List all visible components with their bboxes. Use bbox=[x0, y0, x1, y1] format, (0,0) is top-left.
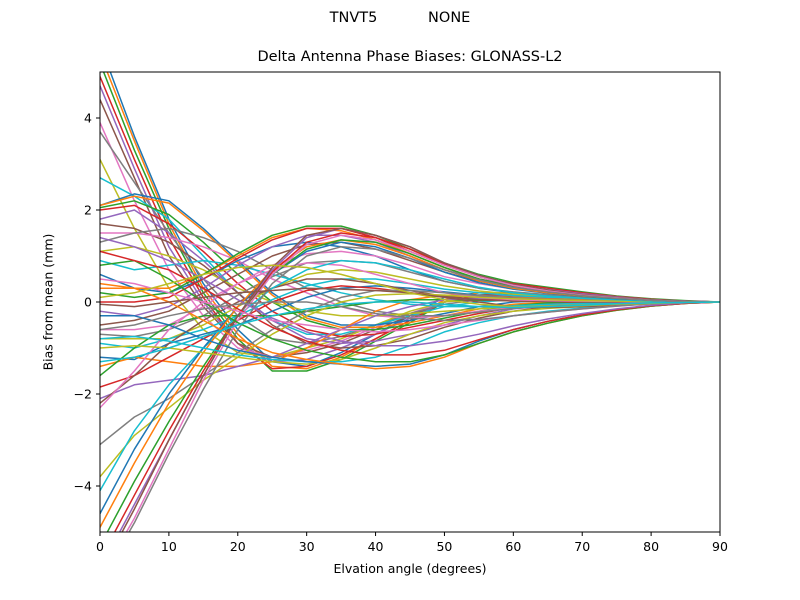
series-line bbox=[100, 301, 720, 331]
y-axis-ticks: −4 −2 0 2 4 bbox=[74, 111, 100, 494]
x-tick-label: 0 bbox=[96, 539, 104, 554]
series-line bbox=[100, 250, 720, 356]
x-tick-label: 20 bbox=[230, 539, 246, 554]
y-tick-label: 4 bbox=[84, 111, 92, 126]
x-axis-ticks: 0 10 20 30 40 50 60 70 80 90 bbox=[96, 532, 728, 554]
x-tick-label: 30 bbox=[299, 539, 315, 554]
x-tick-label: 40 bbox=[368, 539, 384, 554]
series-line bbox=[100, 236, 720, 347]
x-tick-label: 90 bbox=[712, 539, 728, 554]
chart-title: Delta Antenna Phase Biases: GLONASS-L2 bbox=[257, 49, 563, 65]
x-tick-label: 70 bbox=[574, 539, 590, 554]
figure-suptitle: TNVT5 NONE bbox=[329, 10, 471, 26]
y-tick-label: −4 bbox=[74, 479, 92, 494]
x-axis-label: Elvation angle (degrees) bbox=[333, 561, 487, 576]
series-line bbox=[100, 301, 720, 363]
x-tick-label: 80 bbox=[643, 539, 659, 554]
y-tick-label: −2 bbox=[74, 387, 92, 402]
y-tick-label: 0 bbox=[84, 295, 92, 310]
y-tick-label: 2 bbox=[84, 203, 92, 218]
x-tick-label: 60 bbox=[505, 539, 521, 554]
series-line bbox=[100, 259, 720, 308]
x-tick-label: 50 bbox=[436, 539, 452, 554]
series-line bbox=[106, 72, 720, 370]
series-line bbox=[128, 246, 720, 532]
series-lines bbox=[100, 72, 720, 532]
x-tick-label: 10 bbox=[161, 539, 177, 554]
